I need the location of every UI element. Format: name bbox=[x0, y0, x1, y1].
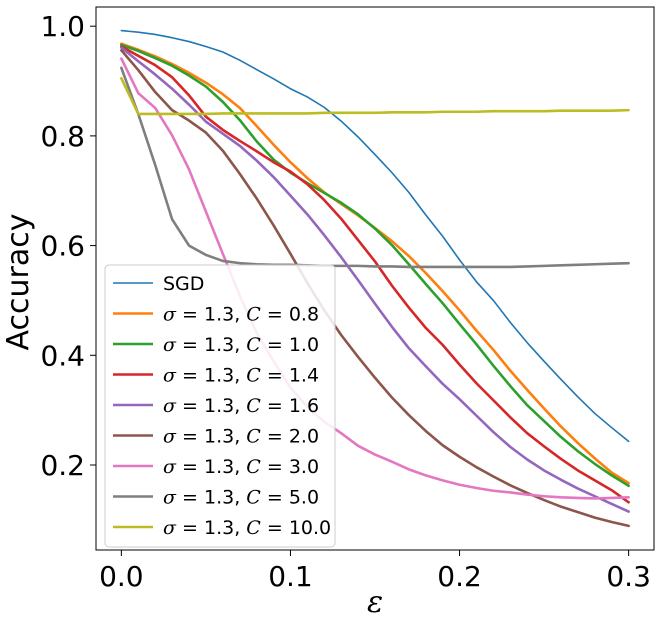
axes: 0.0 0.1 0.2 0.3 0.2 0.4 0.6 0.8 1.0 bbox=[40, 10, 650, 593]
series-line-3 bbox=[120, 45, 630, 504]
y-tick-label: 1.0 bbox=[40, 10, 85, 43]
legend-label-8: σ = 1.3, C = 10.0 bbox=[163, 517, 331, 539]
series-line-8 bbox=[120, 77, 630, 116]
x-tick-label: 0.1 bbox=[268, 560, 313, 593]
plot-frame bbox=[95, 6, 655, 551]
legend-label-1: σ = 1.3, C = 0.8 bbox=[163, 304, 319, 326]
legend-label-4: σ = 1.3, C = 1.6 bbox=[163, 395, 319, 417]
legend-label-6: σ = 1.3, C = 3.0 bbox=[163, 456, 319, 478]
legend-box bbox=[104, 264, 336, 548]
series-line-5 bbox=[120, 49, 630, 528]
x-axis-label: ε bbox=[367, 585, 383, 620]
y-tick-label: 0.4 bbox=[40, 339, 85, 372]
legend-label-7: σ = 1.3, C = 5.0 bbox=[163, 487, 319, 509]
y-tick-label: 0.6 bbox=[40, 230, 85, 263]
x-tick-label: 0.0 bbox=[99, 560, 144, 593]
x-tick-label: 0.2 bbox=[437, 560, 482, 593]
legend-label-2: σ = 1.3, C = 1.0 bbox=[163, 334, 319, 356]
series-lines bbox=[120, 29, 630, 528]
series-line-6 bbox=[120, 57, 630, 500]
y-axis-label: Accuracy bbox=[1, 214, 36, 351]
legend: SGD σ = 1.3, C = 0.8 σ = 1.3, C = 1.0 σ = 1… bbox=[104, 264, 336, 548]
legend-label-3: σ = 1.3, C = 1.4 bbox=[163, 365, 319, 387]
series-line-2 bbox=[120, 43, 630, 488]
series-line-4 bbox=[120, 46, 630, 513]
series-line-0 bbox=[120, 29, 630, 443]
series-line-7 bbox=[120, 66, 630, 269]
legend-label-0: SGD bbox=[163, 273, 204, 295]
y-tick-label: 0.2 bbox=[40, 449, 85, 482]
y-tick-label: 0.8 bbox=[40, 120, 85, 153]
legend-label-5: σ = 1.3, C = 2.0 bbox=[163, 426, 319, 448]
x-tick-label: 0.3 bbox=[606, 560, 651, 593]
